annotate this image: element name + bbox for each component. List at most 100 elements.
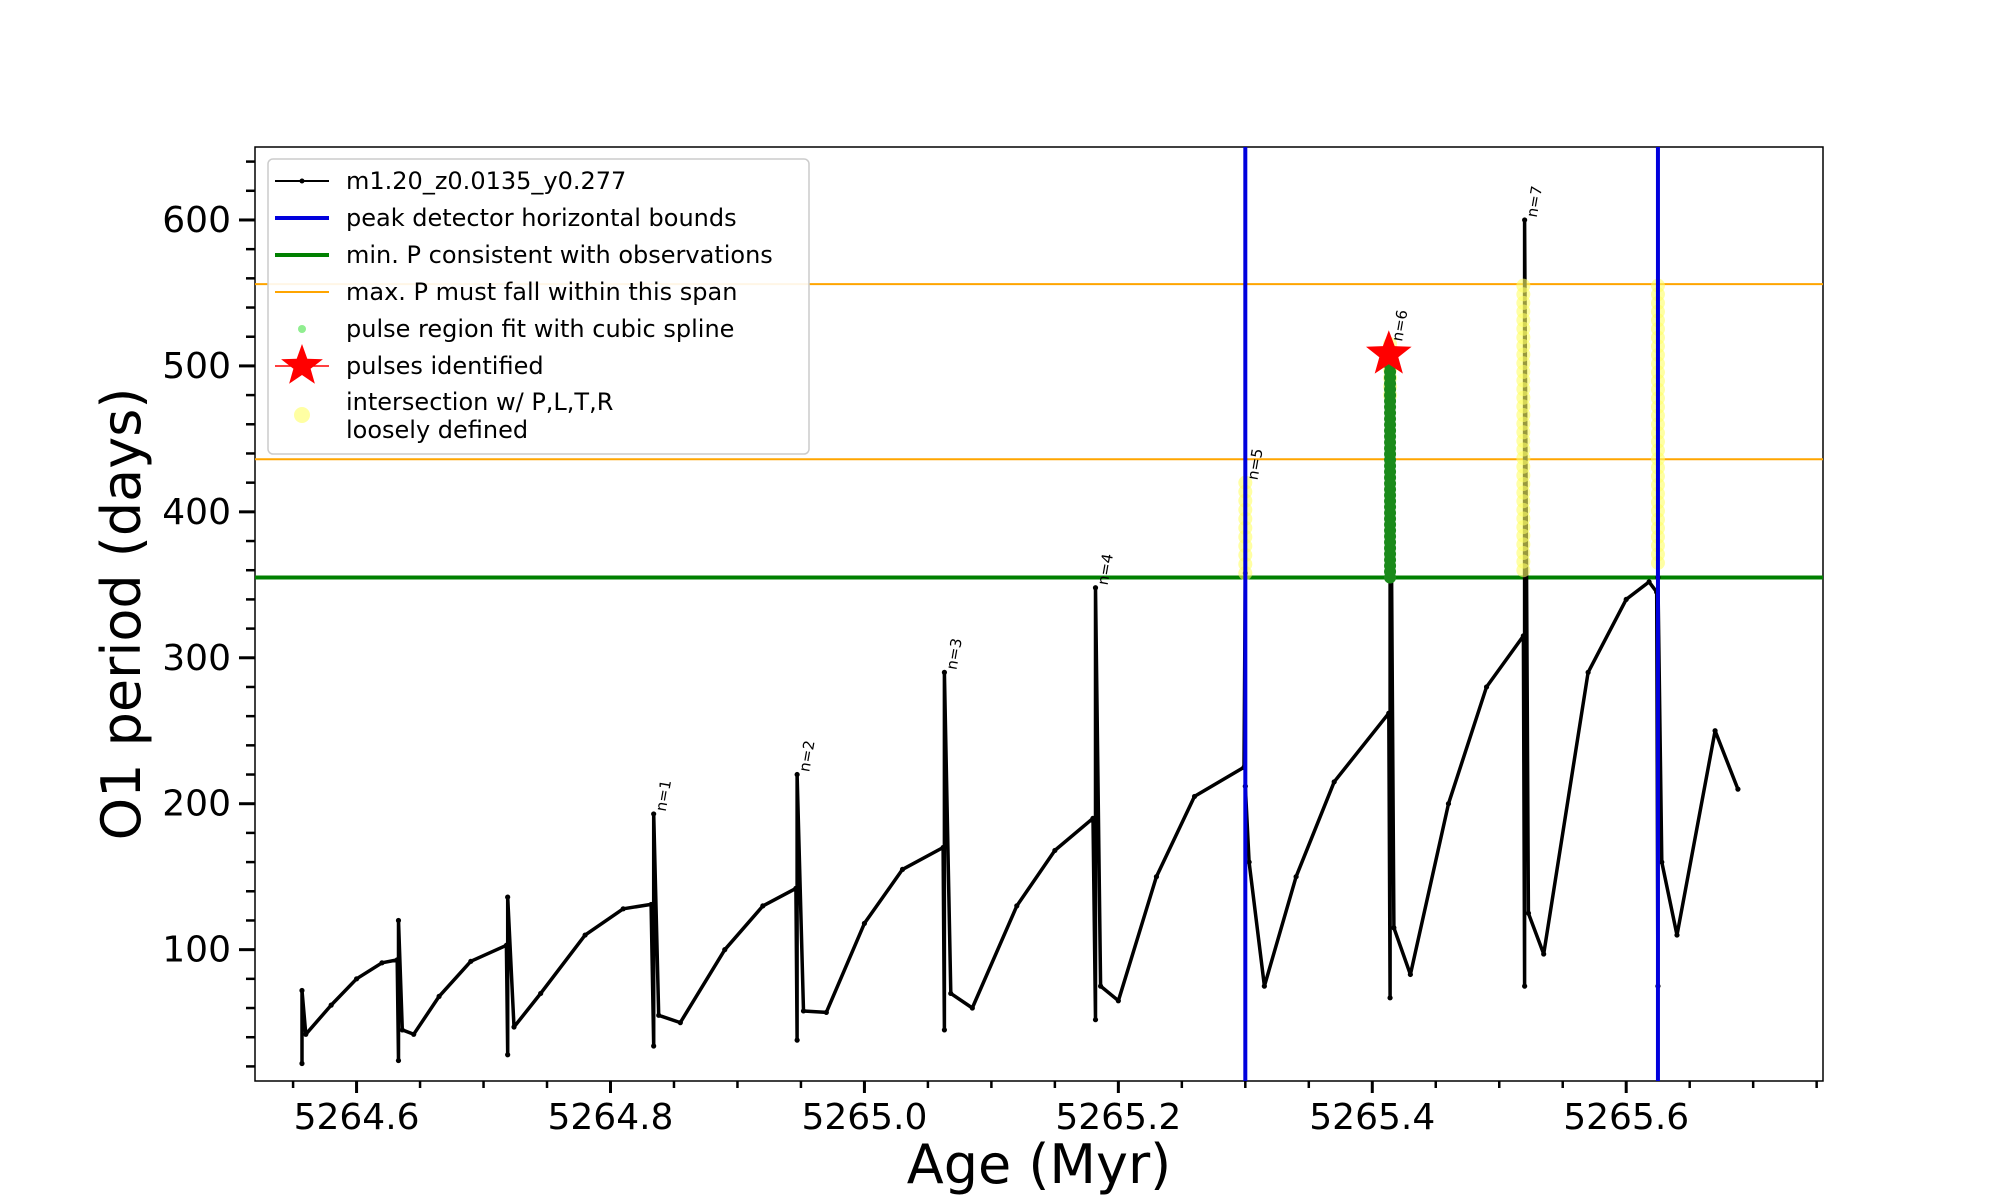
pulse-label: n=5 [1244, 447, 1267, 481]
legend-label: pulses identified [346, 352, 544, 380]
track-point [1097, 983, 1104, 989]
legend-box [267, 158, 810, 455]
track-point [1525, 910, 1532, 916]
track-point [328, 1002, 334, 1008]
track-point [511, 1024, 517, 1030]
track-point [1735, 786, 1741, 792]
track-point [1585, 669, 1591, 675]
track-point [651, 1043, 657, 1049]
track-point [794, 1037, 800, 1043]
track-point [1014, 903, 1020, 909]
track-point [861, 920, 868, 926]
legend-spline-icon [298, 325, 306, 333]
track-point [1674, 932, 1680, 938]
track-point [538, 990, 544, 997]
track-point [395, 917, 402, 924]
track-point [1520, 633, 1526, 639]
track-point [505, 894, 511, 900]
track-point [1153, 874, 1160, 880]
track-point [505, 1052, 511, 1058]
track-point [503, 942, 509, 948]
legend-track-marker [299, 178, 305, 184]
track-point [582, 932, 588, 938]
track-point [1387, 995, 1393, 1001]
track-point [722, 947, 728, 953]
track-point [1483, 684, 1490, 690]
pulse-label: n=1 [652, 778, 675, 812]
track-point [1541, 951, 1547, 957]
y-axis-label: O1 period (days) [90, 388, 153, 841]
track-point [941, 1027, 948, 1033]
pulse-label: n=6 [1388, 308, 1411, 342]
track-point [1659, 859, 1665, 865]
track-point [1293, 874, 1299, 880]
track-point [823, 1009, 829, 1016]
track-point [1052, 847, 1058, 854]
track-point [411, 1031, 417, 1037]
track-point [620, 906, 626, 912]
legend-label: min. P consistent with observations [346, 241, 773, 269]
track-point [395, 1057, 402, 1064]
track-point [793, 885, 799, 891]
track-point [648, 901, 654, 908]
pulse-label: n=3 [943, 637, 966, 671]
track-point [948, 990, 954, 997]
track-point [1407, 971, 1413, 978]
legend-star-icon [281, 344, 323, 384]
y-tick-label: 200 [162, 784, 231, 825]
track-point [677, 1020, 683, 1026]
legend-label: max. P must fall within this span [346, 278, 737, 306]
y-tick-label: 100 [162, 930, 231, 971]
track-point [941, 669, 948, 675]
pulse-label: n=2 [795, 739, 818, 773]
track-point [1092, 585, 1099, 591]
legend-label: peak detector horizontal bounds [346, 204, 737, 232]
legend-item: m1.20_z0.0135_y0.277 [275, 167, 626, 195]
y-tick-label: 300 [162, 638, 231, 679]
legend-label-line: loosely defined [346, 416, 528, 444]
pulse-label: n=7 [1523, 184, 1546, 218]
axes: 5264.6 5264.8 5265.0 5265.2 5265.4 5265.6 100 2… [90, 160, 1818, 1196]
legend-label: pulse region fit with cubic spline [346, 315, 734, 343]
track-point [940, 844, 946, 851]
track-point [436, 993, 442, 999]
x-axis-label: Age (Myr) [907, 1133, 1172, 1196]
legend-item: pulses identified [275, 344, 544, 384]
track-point [399, 1027, 405, 1033]
plot-frame [254, 146, 1824, 1082]
track-point [899, 866, 906, 872]
legend-label: m1.20_z0.0135_y0.277 [346, 167, 626, 195]
x-tick-label: 5264.6 [294, 1097, 420, 1138]
track-point [651, 811, 657, 817]
track-point [800, 1008, 807, 1014]
x-tick-label: 5265.6 [1563, 1097, 1689, 1138]
x-tick-label: 5265.2 [1055, 1097, 1181, 1138]
legend-label: intersection w/ P,L,T,R loosely defined [346, 388, 613, 444]
legend-item: pulse region fit with cubic spline [298, 315, 734, 343]
legend-intersection-icon [294, 407, 310, 423]
track-point [1090, 815, 1096, 821]
track-point [656, 1012, 662, 1018]
track-point [1646, 579, 1652, 585]
track-point [379, 960, 385, 966]
pulse-label: n=4 [1094, 552, 1117, 586]
x-tick-label: 5265.0 [801, 1097, 927, 1138]
track-point [794, 771, 800, 778]
track-point [303, 1031, 309, 1037]
y-tick-label: 400 [162, 492, 231, 533]
y-tick-label: 600 [162, 200, 231, 241]
track-point [1261, 983, 1267, 989]
legend-item: intersection w/ P,L,T,R loosely defined [294, 388, 613, 444]
track-point [1391, 925, 1397, 931]
track-point [1115, 998, 1121, 1004]
track-point [394, 957, 400, 963]
track-point [299, 987, 305, 994]
legend-item: peak detector horizontal bounds [275, 204, 737, 232]
legend-label-line: intersection w/ P,L,T,R [346, 388, 613, 416]
x-tick-label: 5265.4 [1309, 1097, 1435, 1138]
track-point [969, 1005, 975, 1011]
x-tick-label: 5264.8 [548, 1097, 674, 1138]
track-point [353, 976, 360, 982]
